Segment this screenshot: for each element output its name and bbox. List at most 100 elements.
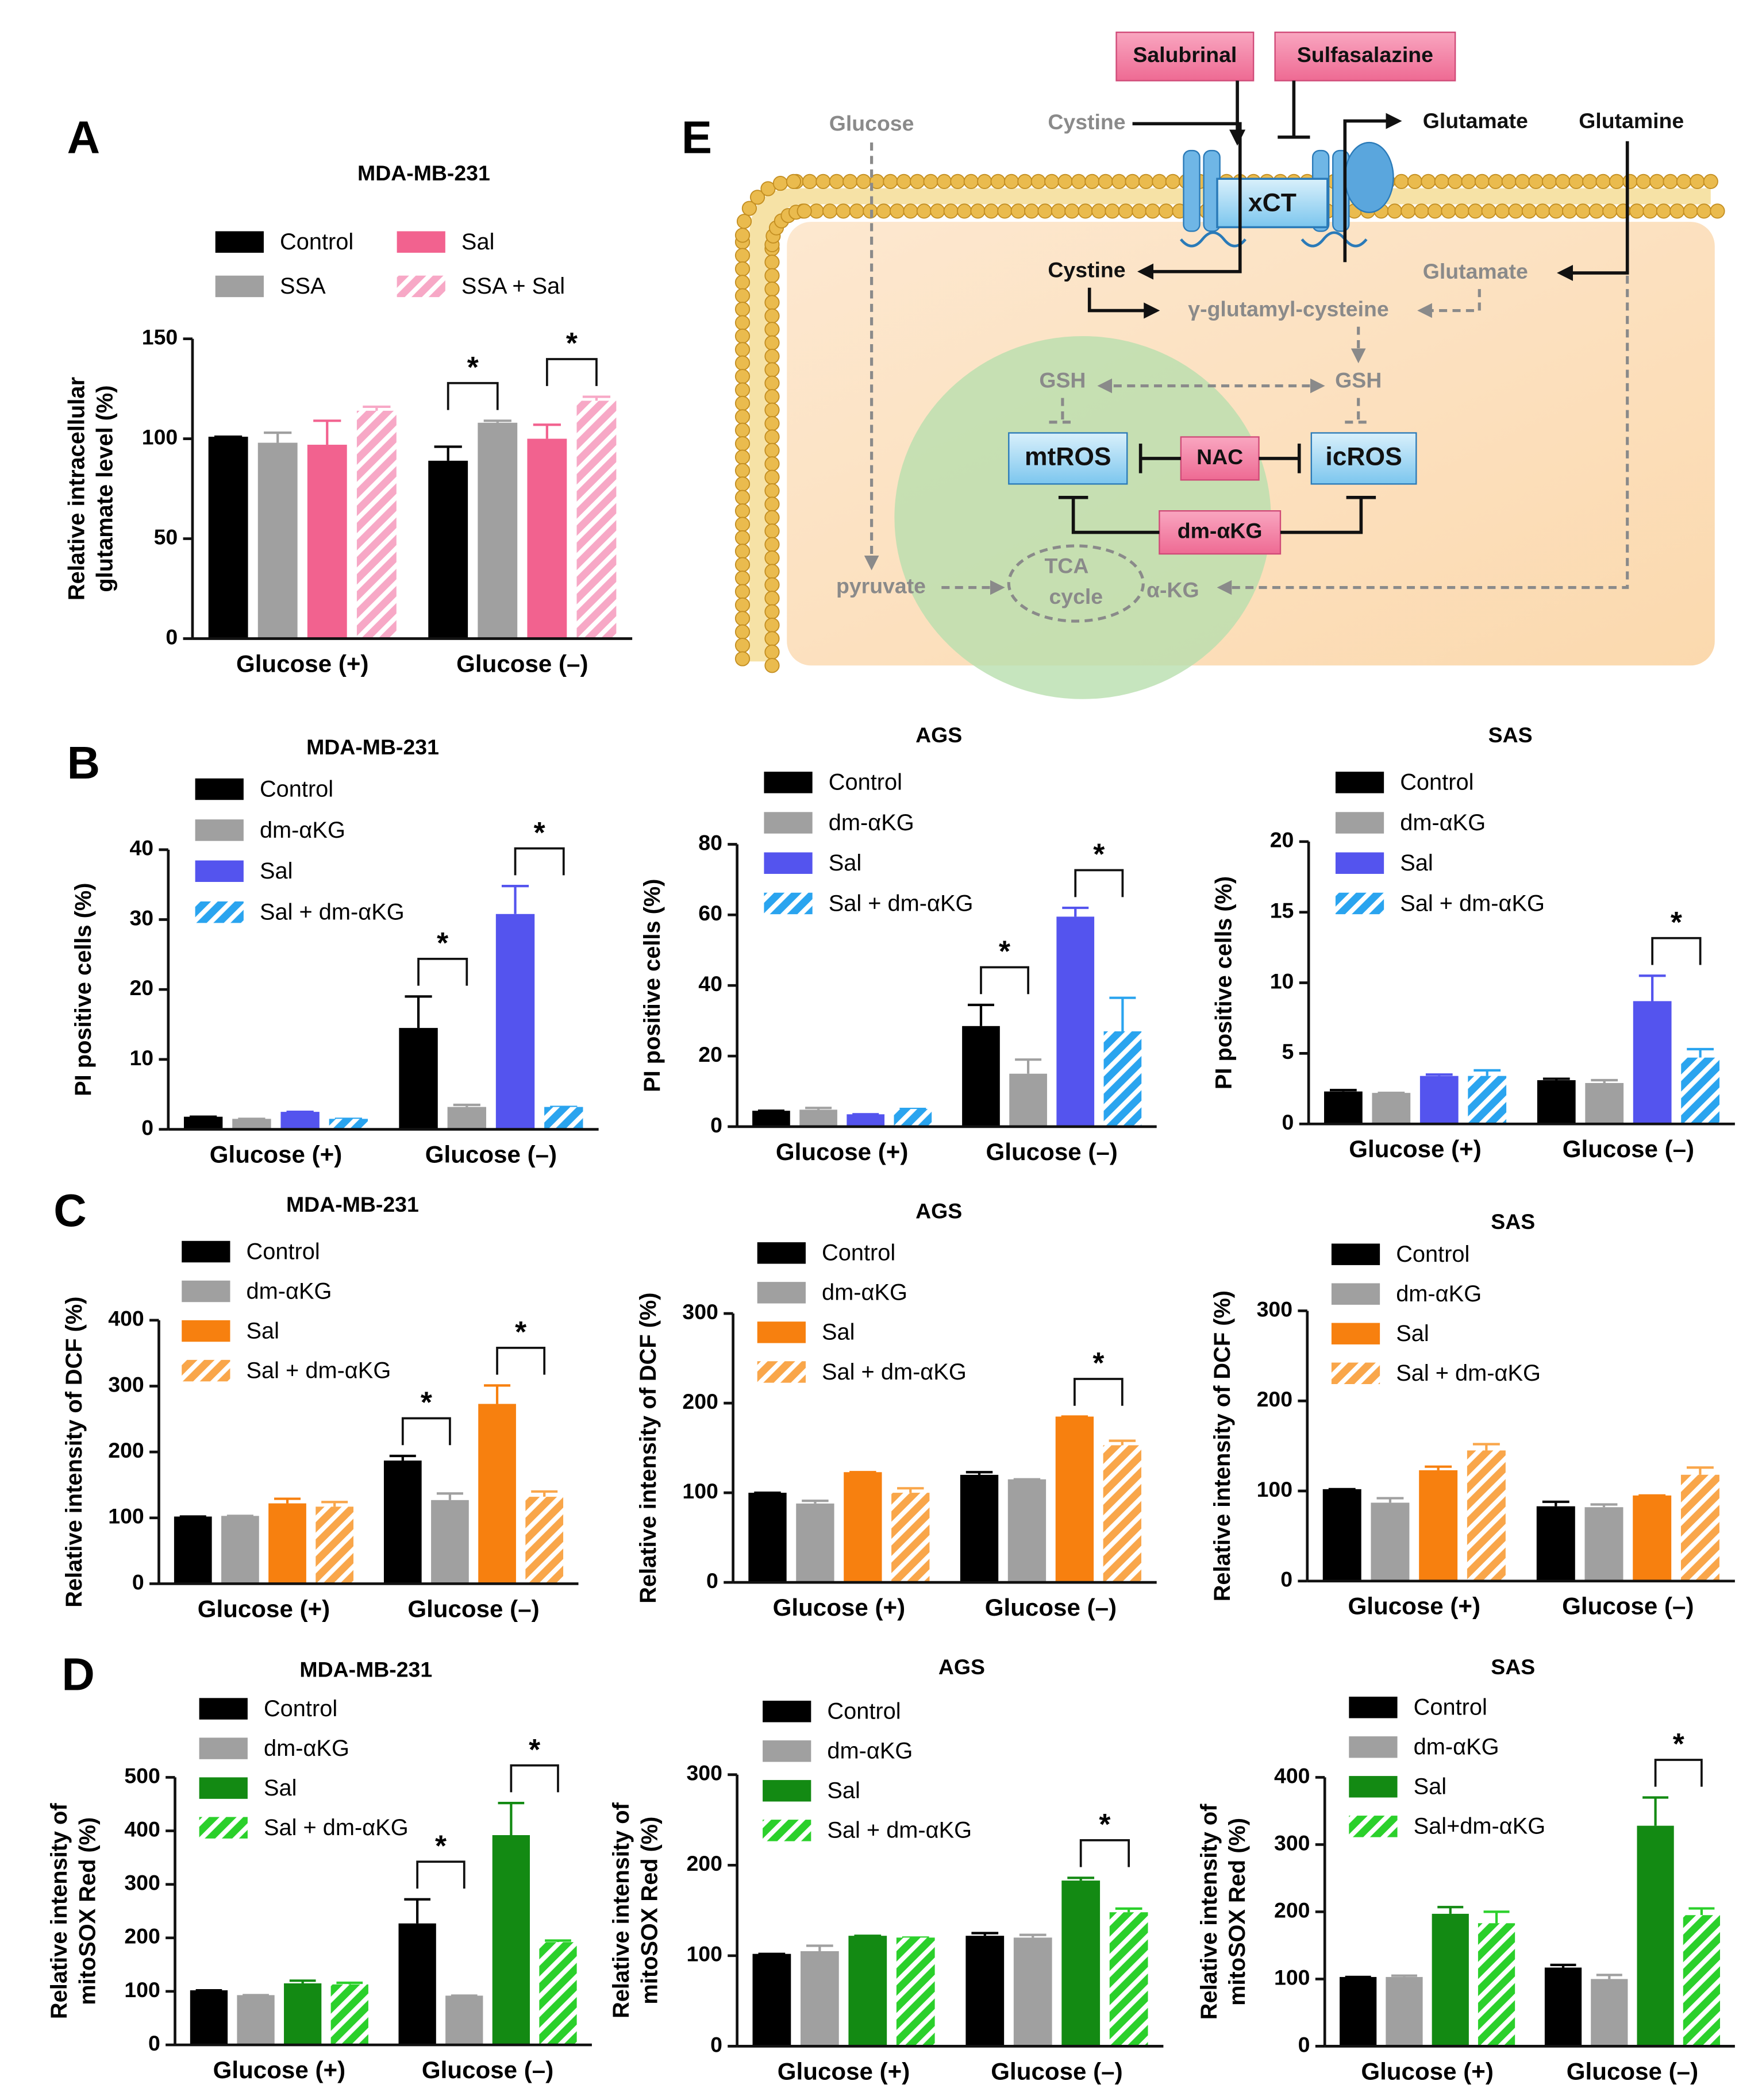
x-tick-label: Glucose (–) [422, 2056, 553, 2083]
lipid-head [764, 537, 780, 552]
legend-swatch [182, 1240, 230, 1263]
bar [398, 1923, 436, 2045]
bar [1467, 1450, 1506, 1581]
lipid-head [1636, 174, 1651, 189]
legend-swatch [1335, 812, 1384, 834]
legend-swatch [182, 1320, 230, 1342]
lipid-head [734, 288, 751, 303]
bar [1633, 1001, 1672, 1124]
lipid-head [1051, 203, 1066, 219]
lipid-head [1676, 174, 1692, 189]
y-tick-label: 10 [129, 1046, 153, 1070]
legend-label: Sal [1414, 1774, 1446, 1800]
bar [445, 1995, 483, 2045]
mitochondrion [894, 336, 1271, 699]
significance-label: * [1673, 1727, 1684, 1760]
lipid-head [1003, 174, 1020, 189]
bar [356, 410, 397, 639]
lipid-head [822, 203, 838, 219]
lipid-head [1037, 203, 1053, 219]
y-tick-label: 60 [698, 901, 722, 925]
lipid-head [764, 617, 780, 633]
legend-swatch [199, 1698, 248, 1720]
bar [1013, 1937, 1052, 2047]
bar [237, 1995, 275, 2045]
bar [847, 1114, 885, 1127]
lipid-head [760, 181, 776, 196]
bar [307, 445, 347, 639]
y-tick-label: 200 [1274, 1898, 1310, 1922]
bar [1372, 1093, 1411, 1124]
y-axis-label: PI positive cells (%) [640, 879, 665, 1092]
bar [1007, 1479, 1047, 1583]
significance-label: * [515, 1315, 526, 1348]
lipid-head [1710, 203, 1725, 219]
lipid-head [734, 530, 751, 546]
lipid-head [734, 369, 751, 384]
bar [1009, 1073, 1047, 1127]
bar [1109, 1912, 1148, 2047]
chart-title: AGS [938, 1655, 985, 1679]
lipid-head [1165, 174, 1180, 189]
ros-label: icROS [1325, 443, 1402, 471]
legend-label: Sal + dm-αKG [260, 899, 405, 924]
legend-swatch [763, 1701, 811, 1723]
lipid-head [1629, 203, 1645, 219]
lipid-head [734, 355, 751, 371]
lipid-head [1696, 203, 1712, 219]
lipid-head [1132, 203, 1147, 219]
lipid-head [1588, 203, 1604, 219]
lipid-head [936, 174, 952, 189]
lipid-head [903, 203, 918, 219]
legend-label: dm-αKG [829, 810, 914, 835]
x-tick-label: Glucose (+) [213, 2056, 346, 2083]
arrows [864, 80, 1629, 595]
bar [495, 914, 535, 1130]
bar [844, 1472, 882, 1583]
bar [748, 1493, 787, 1583]
lipid-head [1091, 203, 1107, 219]
lipid-head [1071, 174, 1087, 189]
significance-bracket [980, 966, 1029, 995]
y-tick-label: 300 [108, 1372, 144, 1396]
lipid-head [910, 174, 925, 189]
drug-box [1180, 436, 1260, 481]
bar [1103, 1031, 1142, 1127]
lipid-head [1057, 174, 1073, 189]
significance-label: * [566, 326, 578, 360]
bar [1637, 1825, 1674, 2047]
bar [1322, 1489, 1361, 1581]
legend-label: Sal + dm-αKG [827, 1818, 972, 1843]
y-tick-label: 100 [108, 1504, 144, 1528]
metabolite-label: TCA [1044, 553, 1088, 577]
bar [891, 1493, 930, 1583]
legend-swatch [1335, 852, 1384, 874]
lipid-head [1461, 174, 1476, 189]
lipid-head [734, 382, 751, 398]
lipid-head [923, 174, 938, 189]
legend-swatch [764, 772, 813, 793]
lipid-head [856, 174, 871, 189]
bar [428, 460, 468, 639]
lipid-head [734, 503, 751, 519]
lipid-head [734, 490, 751, 505]
tca-cycle [1007, 544, 1145, 623]
lipid-head [736, 214, 752, 229]
y-tick-label: 50 [154, 525, 178, 549]
bar [544, 1107, 583, 1130]
y-axis-label: mitoSOX Red (%) [1225, 1818, 1250, 2006]
y-axis-label: Relative intracellular [64, 377, 90, 600]
lipid-head [734, 584, 751, 599]
metabolite-label: Cystine [1048, 258, 1125, 282]
bar [752, 1953, 791, 2047]
drug-label: Sulfasalazine [1297, 43, 1433, 67]
x-tick-label: Glucose (+) [776, 1138, 908, 1165]
x-tick-label: Glucose (+) [778, 2057, 910, 2084]
legend-label: Control [260, 776, 333, 802]
lipid-head [1454, 203, 1469, 219]
bar [1544, 1967, 1582, 2047]
x-tick-label: Glucose (–) [986, 1138, 1118, 1165]
lipid-head [1084, 174, 1100, 189]
lipid-head [797, 203, 812, 219]
